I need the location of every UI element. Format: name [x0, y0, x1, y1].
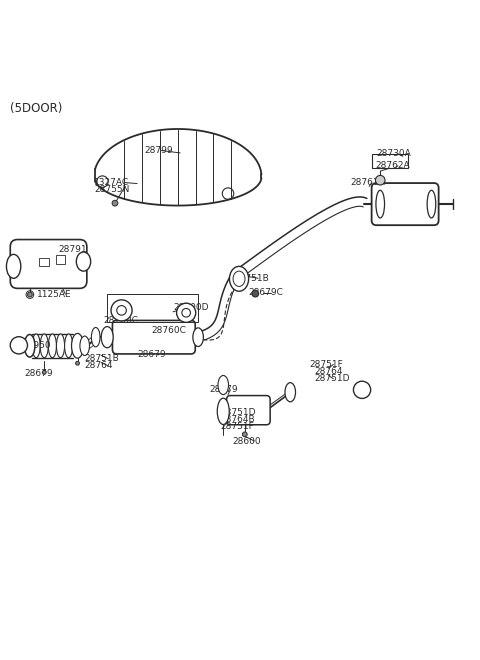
- Ellipse shape: [193, 328, 204, 346]
- Ellipse shape: [72, 333, 84, 358]
- Text: 28761A: 28761A: [350, 178, 385, 187]
- Circle shape: [42, 370, 46, 374]
- Ellipse shape: [229, 267, 249, 291]
- Text: A: A: [359, 385, 365, 394]
- Text: 28700D: 28700D: [173, 302, 208, 312]
- Ellipse shape: [24, 335, 35, 357]
- Ellipse shape: [285, 383, 296, 402]
- FancyBboxPatch shape: [10, 240, 87, 288]
- Text: 28791: 28791: [58, 245, 87, 254]
- Text: 28760C: 28760C: [152, 327, 186, 335]
- Text: 28751B: 28751B: [234, 274, 269, 282]
- Bar: [39, 257, 48, 267]
- Circle shape: [27, 292, 32, 297]
- Text: 1327AC: 1327AC: [94, 178, 129, 187]
- Ellipse shape: [218, 376, 228, 395]
- FancyBboxPatch shape: [227, 395, 270, 425]
- Ellipse shape: [6, 254, 21, 279]
- Circle shape: [252, 290, 259, 297]
- Ellipse shape: [233, 271, 245, 286]
- Ellipse shape: [427, 190, 436, 218]
- Text: 28799: 28799: [144, 146, 173, 155]
- Text: 1125AE: 1125AE: [36, 290, 71, 298]
- Text: 28755N: 28755N: [94, 185, 130, 194]
- Text: 28950: 28950: [22, 341, 51, 350]
- Text: 28764: 28764: [84, 362, 113, 370]
- Text: 28762A: 28762A: [375, 161, 409, 170]
- Text: 28751B: 28751B: [84, 354, 119, 363]
- FancyBboxPatch shape: [112, 320, 195, 354]
- Text: 28751D: 28751D: [221, 408, 256, 417]
- Circle shape: [111, 300, 132, 321]
- Text: (5DOOR): (5DOOR): [10, 102, 63, 115]
- Circle shape: [375, 176, 385, 185]
- Ellipse shape: [48, 334, 57, 358]
- Ellipse shape: [57, 334, 65, 358]
- FancyBboxPatch shape: [372, 183, 439, 225]
- Circle shape: [75, 361, 79, 365]
- Ellipse shape: [76, 252, 91, 271]
- Circle shape: [182, 308, 191, 317]
- Circle shape: [10, 337, 27, 354]
- Circle shape: [177, 303, 196, 322]
- Text: 28751F: 28751F: [310, 360, 343, 369]
- Ellipse shape: [80, 336, 89, 356]
- Text: 28751F: 28751F: [221, 422, 254, 431]
- Ellipse shape: [91, 327, 100, 347]
- Bar: [56, 255, 65, 264]
- Ellipse shape: [217, 398, 229, 424]
- Bar: [107, 294, 198, 322]
- Text: 28679C: 28679C: [249, 288, 284, 297]
- Text: 28764B: 28764B: [221, 415, 255, 424]
- Text: 28679: 28679: [24, 368, 53, 378]
- Circle shape: [353, 381, 371, 399]
- Text: A: A: [16, 341, 22, 350]
- Text: 28760C: 28760C: [104, 316, 138, 325]
- Circle shape: [117, 306, 126, 315]
- Text: 28730A: 28730A: [376, 149, 411, 158]
- Ellipse shape: [376, 190, 384, 218]
- Text: 28751D: 28751D: [314, 374, 350, 383]
- Bar: [372, 154, 408, 168]
- Ellipse shape: [32, 334, 40, 358]
- Ellipse shape: [101, 327, 113, 348]
- Circle shape: [112, 200, 118, 206]
- Ellipse shape: [65, 334, 73, 358]
- Circle shape: [242, 432, 247, 437]
- Text: 28679: 28679: [137, 350, 166, 360]
- Text: 28600: 28600: [233, 436, 262, 446]
- Text: 28679: 28679: [209, 385, 238, 394]
- Text: 28764: 28764: [314, 367, 343, 376]
- Ellipse shape: [40, 334, 48, 358]
